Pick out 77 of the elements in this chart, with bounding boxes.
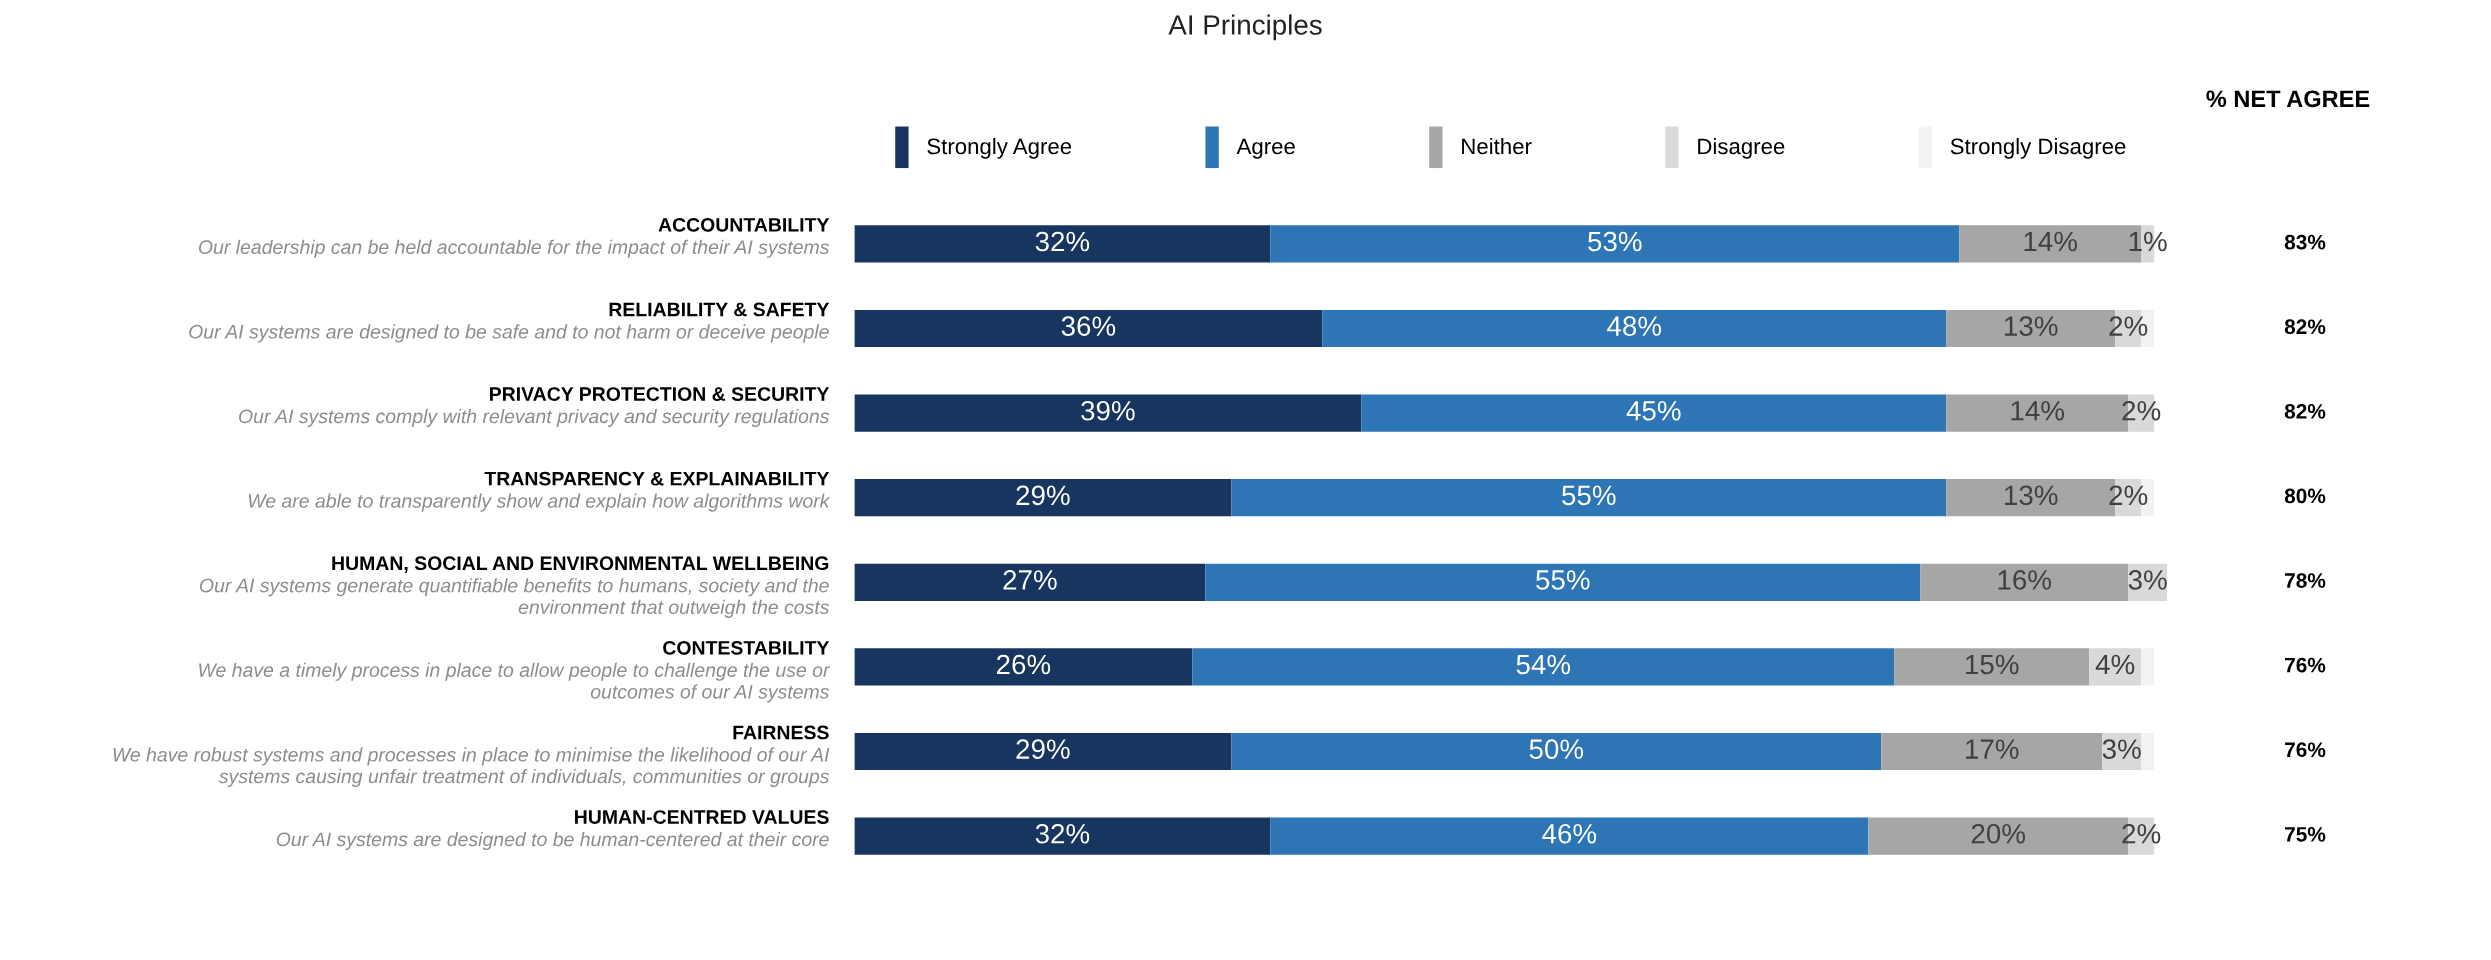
data-label: 13% [2005, 485, 2058, 506]
data-label: 2% [2122, 400, 2161, 421]
bar [1205, 563, 1921, 601]
data-label: 14% [2011, 401, 2064, 421]
legend-label: Strongly Disagree [1950, 137, 2126, 159]
data-label: 29% [1016, 739, 1070, 759]
data-label: 46% [1542, 823, 1597, 844]
data-label: 17% [1966, 739, 2019, 759]
data-label: 55% [1536, 570, 1590, 590]
data-label: 2% [2109, 316, 2148, 336]
bar [1231, 732, 1882, 771]
bar [854, 817, 1271, 855]
bar [854, 225, 1271, 263]
y-tick-label: RELIABILITY & SAFETY Our AI systems are designed to be safe and to not harm or deceive people [189, 302, 830, 343]
legend-label: Disagree [1698, 137, 1785, 159]
text: 83% [2284, 234, 2326, 250]
legend-label: Strongly Agree [927, 137, 1072, 159]
bar [1270, 225, 1960, 263]
data-label: 16% [1998, 570, 2052, 590]
bar [854, 563, 1206, 601]
data-label: 39% [1081, 400, 1135, 421]
bar [2141, 732, 2155, 771]
data-label: 32% [1035, 823, 1090, 844]
bar [1361, 394, 1947, 432]
data-label: 32% [1035, 231, 1090, 252]
text: 80% [2284, 488, 2326, 504]
data-label: 4% [2095, 654, 2135, 675]
legend-label: Neither [1462, 137, 1532, 155]
data-label: 50% [1529, 739, 1584, 759]
data-label: 13% [2005, 316, 2058, 336]
data-label: 3% [2128, 570, 2167, 590]
data-label: 54% [1516, 654, 1571, 675]
data-label: 1% [2129, 231, 2167, 252]
bar [854, 394, 1362, 432]
text: 78% [2285, 573, 2326, 588]
y-tick-label: PRIVACY PROTECTION & SECURITY Our AI systems comply with relevant privacy and security regulations [239, 387, 830, 428]
data-label: 2% [2122, 823, 2161, 844]
text: 75% [2285, 826, 2326, 842]
text: 76% [2285, 742, 2326, 758]
data-label: 26% [996, 654, 1051, 675]
data-label: 36% [1061, 316, 1116, 336]
bar [1270, 817, 1869, 855]
chart-title: AI Principles [1168, 14, 1322, 41]
data-label: 27% [1003, 570, 1057, 590]
y-tick-label: CONTESTABILITY We have a timely process in place to allow people to challenge the use or outcomes of our AI systems [199, 640, 831, 703]
y-tick-label: ACCOUNTABILITY Our leadership can be held accountable for the impact of their AI systems [198, 217, 830, 258]
bar [1192, 648, 1895, 686]
data-label: 29% [1016, 485, 1070, 506]
y-tick-label: HUMAN-CENTRED VALUES Our AI systems are designed to be human-centered at their core [276, 810, 829, 851]
data-label: 45% [1626, 401, 1681, 421]
data-label: 3% [2102, 739, 2141, 759]
data-label: 15% [1966, 654, 2019, 675]
text: 82% [2284, 319, 2326, 335]
bar [1231, 479, 1947, 517]
data-label: 14% [2024, 231, 2077, 252]
text: % NET AGREE [2206, 90, 2370, 108]
bar [854, 732, 1232, 771]
bar [854, 648, 1193, 686]
bar [2089, 648, 2142, 686]
bar [1322, 309, 1947, 348]
bar [854, 309, 1323, 348]
data-label: 48% [1607, 316, 1662, 336]
y-tick-label: HUMAN, SOCIAL AND ENVIRONMENTAL WELLBEING Our AI systems generate quantifiable benefits to humans, society and the environment that outweigh the costs [200, 556, 830, 618]
text: 82% [2284, 403, 2326, 419]
data-label: 2% [2109, 485, 2148, 506]
y-tick-label: FAIRNESS We have robust systems and processes in place to minimise the likelihood of our AI systems causing unfair treatment of individuals, communities or groups [113, 725, 830, 788]
legend-label: Agree [1236, 138, 1295, 159]
data-label: 55% [1562, 485, 1616, 506]
data-label: 53% [1588, 231, 1642, 252]
y-tick-label: TRANSPARENCY & EXPLAINABILITY We are able to transparently show and explain how algorithms work [248, 471, 831, 512]
bar [1881, 732, 2103, 771]
data-label: 20% [1971, 823, 2026, 844]
bar [2141, 648, 2155, 686]
text: 76% [2285, 657, 2326, 673]
bar [1920, 563, 2129, 601]
bar [854, 479, 1232, 517]
bar [1894, 648, 2090, 686]
